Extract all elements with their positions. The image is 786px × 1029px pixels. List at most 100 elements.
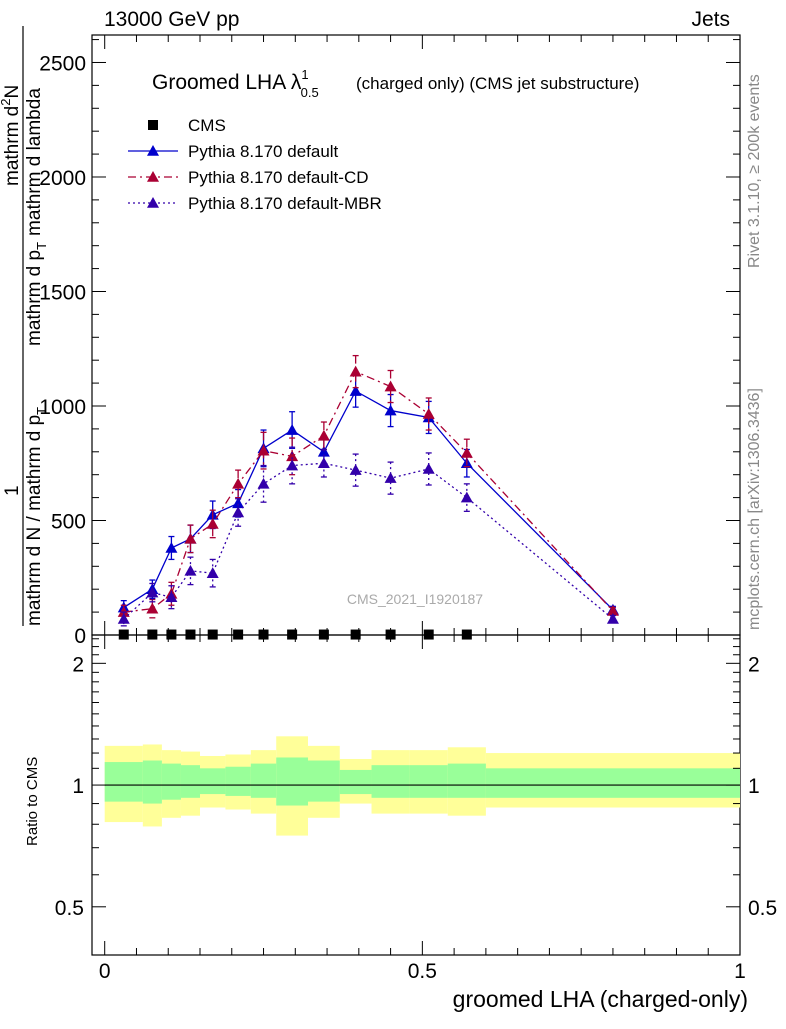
ratio-inner-band (104, 762, 143, 802)
ratio-inner-band (371, 765, 410, 798)
ratio-inner-band (409, 765, 448, 798)
ratio-inner-band (276, 757, 308, 806)
series-point (206, 517, 219, 529)
series-point (460, 491, 473, 503)
cms-point (258, 629, 269, 640)
series-point (384, 472, 397, 483)
cms-point (318, 629, 329, 640)
x-ticks: 0 0.5 1 (99, 35, 746, 983)
ratio-inner-band (250, 763, 277, 798)
y-tick-label: 2000 (39, 167, 86, 190)
legend-marker (147, 171, 159, 182)
series-point (606, 612, 619, 624)
series-point (422, 462, 435, 474)
analysis-watermark: CMS_2021_I1920187 (347, 591, 483, 607)
ratio-bands (104, 736, 740, 836)
series-layer (117, 354, 619, 640)
y-tick-label: 500 (51, 510, 86, 533)
ratio-inner-band (180, 765, 200, 798)
x-tick-label: 0.5 (408, 960, 437, 983)
x-tick-label: 0 (99, 960, 111, 983)
x-axis-label: groomed LHA (charged-only) (452, 986, 748, 1012)
ratio-y-ticks: 0.5 0.5 1 1 2 2 (55, 638, 777, 920)
series-point (384, 404, 397, 416)
svg-text:mathrm d N / mathrm d pT: mathrm d N / mathrm d pT (24, 407, 49, 626)
legend-entry: Pythia 8.170 default-MBR (128, 194, 382, 213)
main-y-axis-label: mathrm d N / mathrm d pT 1 mathrm d pTma… (0, 26, 49, 626)
legend-entry: Pythia 8.170 default-CD (128, 168, 369, 187)
ratio-inner-band (339, 769, 372, 795)
main-y-ticks: 0 500 1000 1500 2000 2500 (39, 39, 740, 648)
ratio-tick-label: 2 (72, 653, 84, 676)
cms-point (207, 629, 218, 640)
svg-text:1: 1 (2, 485, 23, 496)
ratio-tick-label-right: 0.5 (748, 897, 777, 920)
series-point (286, 424, 299, 435)
series-point (232, 477, 245, 489)
cms-point (233, 629, 244, 640)
legend-marker (147, 197, 159, 208)
rivet-version-text: Rivet 3.1.10, ≥ 200k events (746, 74, 763, 268)
ratio-inner-band (161, 763, 181, 800)
ratio-inner-band (200, 768, 226, 795)
x-tick-label: 1 (734, 960, 746, 983)
series-point (232, 497, 245, 509)
ratio-inner-band (142, 760, 162, 804)
series-point (257, 477, 270, 489)
ratio-tick-label-right: 1 (748, 775, 760, 798)
svg-text:mathrm d pTmathrm d lambda: mathrm d pTmathrm d lambda (24, 88, 49, 346)
series-point (349, 464, 362, 475)
cms-point (147, 629, 158, 640)
y-tick-label: 2500 (39, 52, 86, 75)
cms-point (423, 629, 434, 640)
y-tick-label: 1000 (39, 396, 86, 419)
chart-title-suffix: (charged only) (CMS jet substructure) (356, 74, 639, 93)
series-point (232, 506, 245, 518)
series-point (422, 408, 435, 419)
cms-point (287, 629, 298, 640)
series-1 (117, 374, 619, 616)
mcplots-reference-text: mcplots.cern.ch [arXiv:1306.3436] (746, 388, 763, 630)
series-point (257, 444, 270, 456)
series-point (286, 450, 299, 462)
series-point (384, 380, 397, 392)
legend-label: Pythia 8.170 default-CD (188, 168, 369, 187)
cms-point (118, 629, 129, 640)
cms-point (185, 629, 196, 640)
ratio-y-axis-label: Ratio to CMS (24, 757, 41, 846)
legend-entry: CMS (148, 116, 226, 135)
y-tick-label: 0 (74, 625, 86, 648)
series-point (146, 602, 159, 614)
ratio-tick-label-right: 2 (748, 653, 760, 676)
series-point (206, 567, 219, 578)
series-point (146, 586, 159, 598)
process-label: Jets (691, 8, 730, 31)
ratio-inner-band (308, 760, 340, 802)
cms-point (350, 629, 361, 640)
series-point (165, 541, 178, 553)
series-point (184, 564, 197, 576)
legend-label: CMS (188, 116, 226, 135)
series-point (165, 591, 178, 603)
cms-point (385, 629, 396, 640)
series-point (184, 532, 197, 544)
chart-title: Groomed LHA λ1 0.5 (152, 67, 319, 100)
series-point (349, 365, 362, 377)
y-tick-label: 1500 (39, 281, 86, 304)
series-point (349, 385, 362, 396)
series-point (460, 446, 473, 458)
svg-text:mathrm d2N: mathrm d2N (0, 85, 23, 186)
legend: CMS Pythia 8.170 default Pythia 8.170 defa… (128, 116, 382, 213)
series-point (606, 604, 619, 616)
energy-label: 13000 GeV pp (104, 8, 240, 31)
series-2 (117, 354, 619, 620)
series-3 (117, 446, 619, 627)
legend-marker (148, 120, 158, 130)
series-line (123, 390, 614, 611)
series-point (317, 429, 330, 441)
legend-label: Pythia 8.170 default-MBR (188, 194, 382, 213)
series-0 (118, 629, 472, 640)
series-point (286, 459, 299, 471)
